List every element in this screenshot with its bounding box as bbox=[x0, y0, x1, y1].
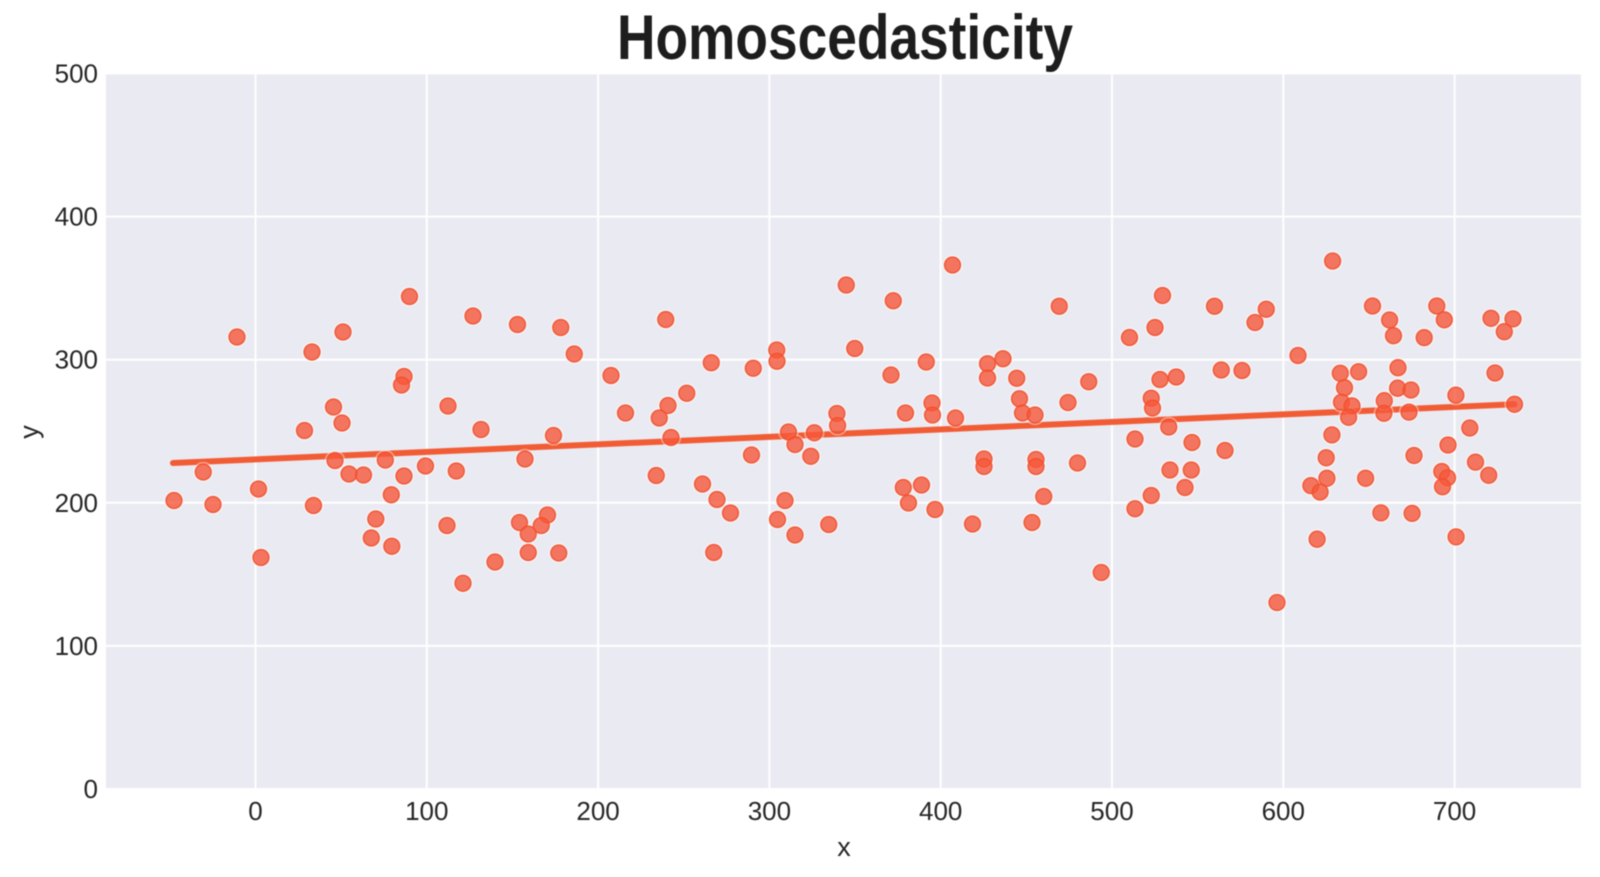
svg-text:y: y bbox=[14, 425, 44, 439]
svg-text:400: 400 bbox=[55, 202, 98, 232]
svg-text:300: 300 bbox=[55, 345, 98, 375]
svg-text:400: 400 bbox=[919, 796, 962, 826]
svg-text:100: 100 bbox=[405, 796, 448, 826]
svg-text:200: 200 bbox=[576, 796, 619, 826]
svg-text:600: 600 bbox=[1262, 796, 1305, 826]
svg-text:0: 0 bbox=[84, 774, 98, 804]
svg-text:100: 100 bbox=[55, 631, 98, 661]
svg-text:Homoscedasticity: Homoscedasticity bbox=[617, 3, 1073, 73]
svg-text:500: 500 bbox=[1090, 796, 1133, 826]
svg-text:500: 500 bbox=[55, 59, 98, 89]
svg-text:700: 700 bbox=[1433, 796, 1476, 826]
svg-text:x: x bbox=[837, 832, 851, 862]
svg-text:200: 200 bbox=[55, 488, 98, 518]
svg-text:300: 300 bbox=[748, 796, 791, 826]
svg-text:0: 0 bbox=[248, 796, 262, 826]
